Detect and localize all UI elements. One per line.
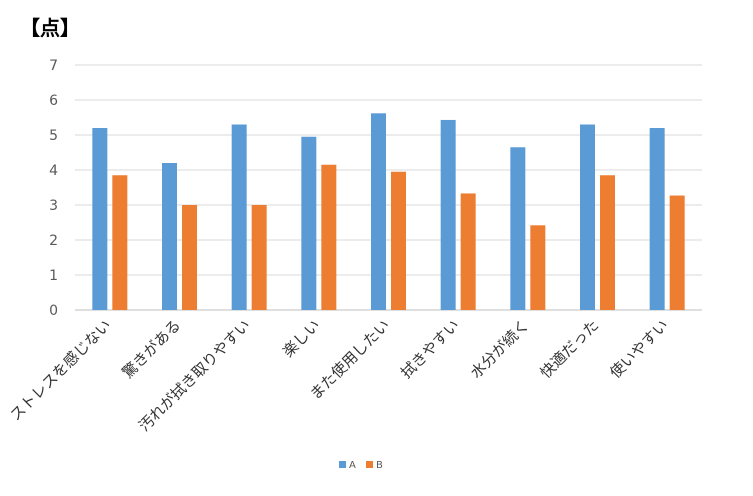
bar-A xyxy=(231,124,247,310)
x-category-label: 快適だった xyxy=(537,316,603,382)
y-axis-ticks: 0 1 2 3 4 5 6 7 xyxy=(49,58,58,319)
bar-A xyxy=(92,128,108,310)
x-category-label: ストレスを感じない xyxy=(6,316,114,424)
bar-B xyxy=(112,175,128,310)
y-tick-label: 6 xyxy=(49,93,58,109)
bar-A xyxy=(371,113,386,310)
legend-label-A: A xyxy=(349,460,356,471)
x-axis-categories: ストレスを感じない 驚きがある汚れが拭き取りやすい 楽しいまた使用したい 拭きやすい水… xyxy=(6,316,672,435)
bar-A xyxy=(301,136,317,310)
bar-B xyxy=(600,175,615,310)
bar-A xyxy=(162,163,177,310)
y-unit-label: 【点】 xyxy=(20,16,80,40)
y-tick-label: 2 xyxy=(49,233,58,249)
x-category-label: 拭きやすい xyxy=(397,316,463,382)
bar-A xyxy=(580,124,595,310)
bar-B xyxy=(391,171,406,310)
y-tick-label: 4 xyxy=(49,163,58,179)
bar-B xyxy=(460,193,476,310)
legend-label-B: B xyxy=(376,460,383,471)
x-category-label: 水分が続く xyxy=(467,316,533,382)
x-category-label: 使いやすい xyxy=(606,316,672,382)
legend-swatch-A xyxy=(339,461,346,468)
y-tick-label: 3 xyxy=(49,198,58,214)
bar-B xyxy=(669,195,685,310)
bar-B xyxy=(251,205,267,310)
bar-B xyxy=(321,164,337,310)
bar-B xyxy=(182,205,197,310)
bar-B xyxy=(530,225,546,310)
gridlines xyxy=(75,64,702,311)
y-tick-label: 1 xyxy=(49,268,58,284)
bars xyxy=(92,113,685,310)
x-category-label: 楽しい xyxy=(279,316,324,361)
x-category-label: 驚きがある xyxy=(119,316,185,382)
bar-A xyxy=(649,128,665,310)
bar-A xyxy=(440,119,456,310)
bar-A xyxy=(510,147,526,310)
y-tick-label: 5 xyxy=(49,128,58,144)
y-tick-label: 0 xyxy=(49,303,58,319)
legend-swatch-B xyxy=(366,461,373,468)
y-tick-label: 7 xyxy=(49,58,58,74)
